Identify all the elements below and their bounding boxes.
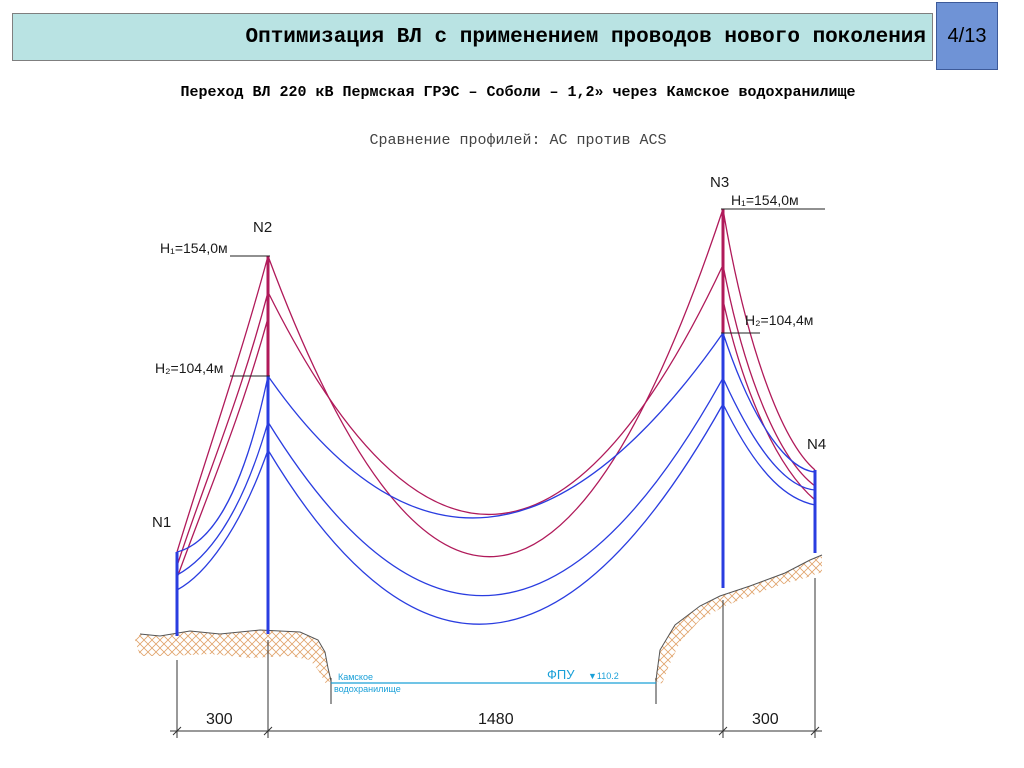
slide-subtitle: Переход ВЛ 220 кВ Пермская ГРЭС – Соболи… <box>180 84 856 101</box>
height-leaders <box>230 208 825 377</box>
towers <box>175 209 817 636</box>
water-level-mark: ▼110.2 <box>588 671 619 681</box>
comparison-caption: Сравнение профилей: АС против ACS <box>369 132 667 149</box>
title-bar: Оптимизация ВЛ с применением проводов но… <box>12 13 933 61</box>
n3-height-h2: H₂=104,4м <box>745 312 813 328</box>
reservoir-name-line1: Камское <box>338 672 373 682</box>
ac-wires <box>176 208 816 579</box>
reservoir-name-line2: водохранилище <box>334 684 401 694</box>
acs-wires <box>176 332 816 625</box>
span-dimensions <box>170 578 822 738</box>
tower-label-n2: N2 <box>253 219 272 236</box>
n2-height-h2: H₂=104,4м <box>155 360 223 376</box>
tower-label-n3: N3 <box>710 174 729 191</box>
slide-title: Оптимизация ВЛ с применением проводов но… <box>245 25 926 49</box>
ground-terrain <box>135 554 823 704</box>
span-right-length: 300 <box>752 711 779 728</box>
page-number-badge: 4/13 <box>936 2 998 70</box>
reservoir-water-level: Камское водохранилище ФПУ ▼110.2 <box>331 667 656 694</box>
tower-label-n1: N1 <box>152 514 171 531</box>
water-level-label: ФПУ <box>547 667 575 682</box>
span-middle-length: 1480 <box>478 711 514 728</box>
tower-label-n4: N4 <box>807 436 826 453</box>
n3-height-h1: H₁=154,0м <box>731 192 799 208</box>
n2-height-h1: H₁=154,0м <box>160 240 228 256</box>
span-left-length: 300 <box>206 711 233 728</box>
